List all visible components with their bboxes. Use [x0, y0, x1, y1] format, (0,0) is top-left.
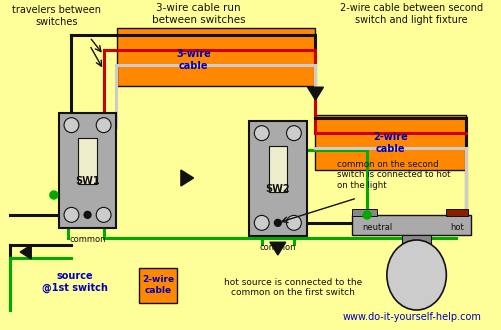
Circle shape	[286, 215, 301, 230]
Circle shape	[64, 207, 79, 222]
Bar	[268, 146, 287, 192]
Bar	[78, 138, 97, 184]
Text: 3-wire
cable: 3-wire cable	[176, 49, 210, 71]
Bar	[445, 209, 467, 216]
Ellipse shape	[386, 240, 445, 310]
Text: travelers between
switches: travelers between switches	[13, 5, 101, 27]
Text: 2-wire
cable: 2-wire cable	[373, 132, 407, 154]
Circle shape	[64, 118, 79, 133]
Text: neutral: neutral	[361, 222, 391, 232]
Bar	[401, 235, 430, 247]
Bar	[248, 120, 306, 236]
Bar	[315, 115, 465, 170]
Polygon shape	[180, 170, 193, 186]
Text: common: common	[69, 236, 106, 245]
Text: hot source is connected to the
common on the first switch: hot source is connected to the common on…	[223, 278, 361, 297]
Text: SW1: SW1	[75, 177, 100, 186]
Bar	[59, 113, 116, 227]
Circle shape	[286, 126, 301, 141]
Bar	[117, 28, 315, 86]
Circle shape	[362, 211, 370, 219]
Bar	[352, 209, 376, 216]
Circle shape	[96, 207, 111, 222]
Text: 2-wire
cable: 2-wire cable	[142, 275, 174, 295]
Polygon shape	[270, 242, 285, 255]
Circle shape	[96, 118, 111, 133]
Text: common: common	[259, 244, 296, 252]
Text: source
@1st switch: source @1st switch	[42, 271, 107, 293]
Circle shape	[254, 215, 269, 230]
Circle shape	[274, 219, 281, 226]
Circle shape	[84, 212, 91, 218]
Circle shape	[254, 126, 269, 141]
Text: 2-wire cable between second
switch and light fixture: 2-wire cable between second switch and l…	[339, 3, 482, 25]
Circle shape	[50, 191, 58, 199]
Polygon shape	[307, 87, 323, 100]
Bar	[352, 215, 470, 235]
Polygon shape	[20, 245, 31, 259]
Text: 3-wire cable run
between switches: 3-wire cable run between switches	[151, 3, 245, 25]
Text: common on the second
switch is connected to hot
on the light: common on the second switch is connected…	[337, 160, 450, 190]
Text: SW2: SW2	[265, 184, 290, 194]
Text: hot: hot	[449, 222, 463, 232]
Text: www.do-it-yourself-help.com: www.do-it-yourself-help.com	[342, 312, 480, 322]
Bar	[139, 268, 176, 303]
